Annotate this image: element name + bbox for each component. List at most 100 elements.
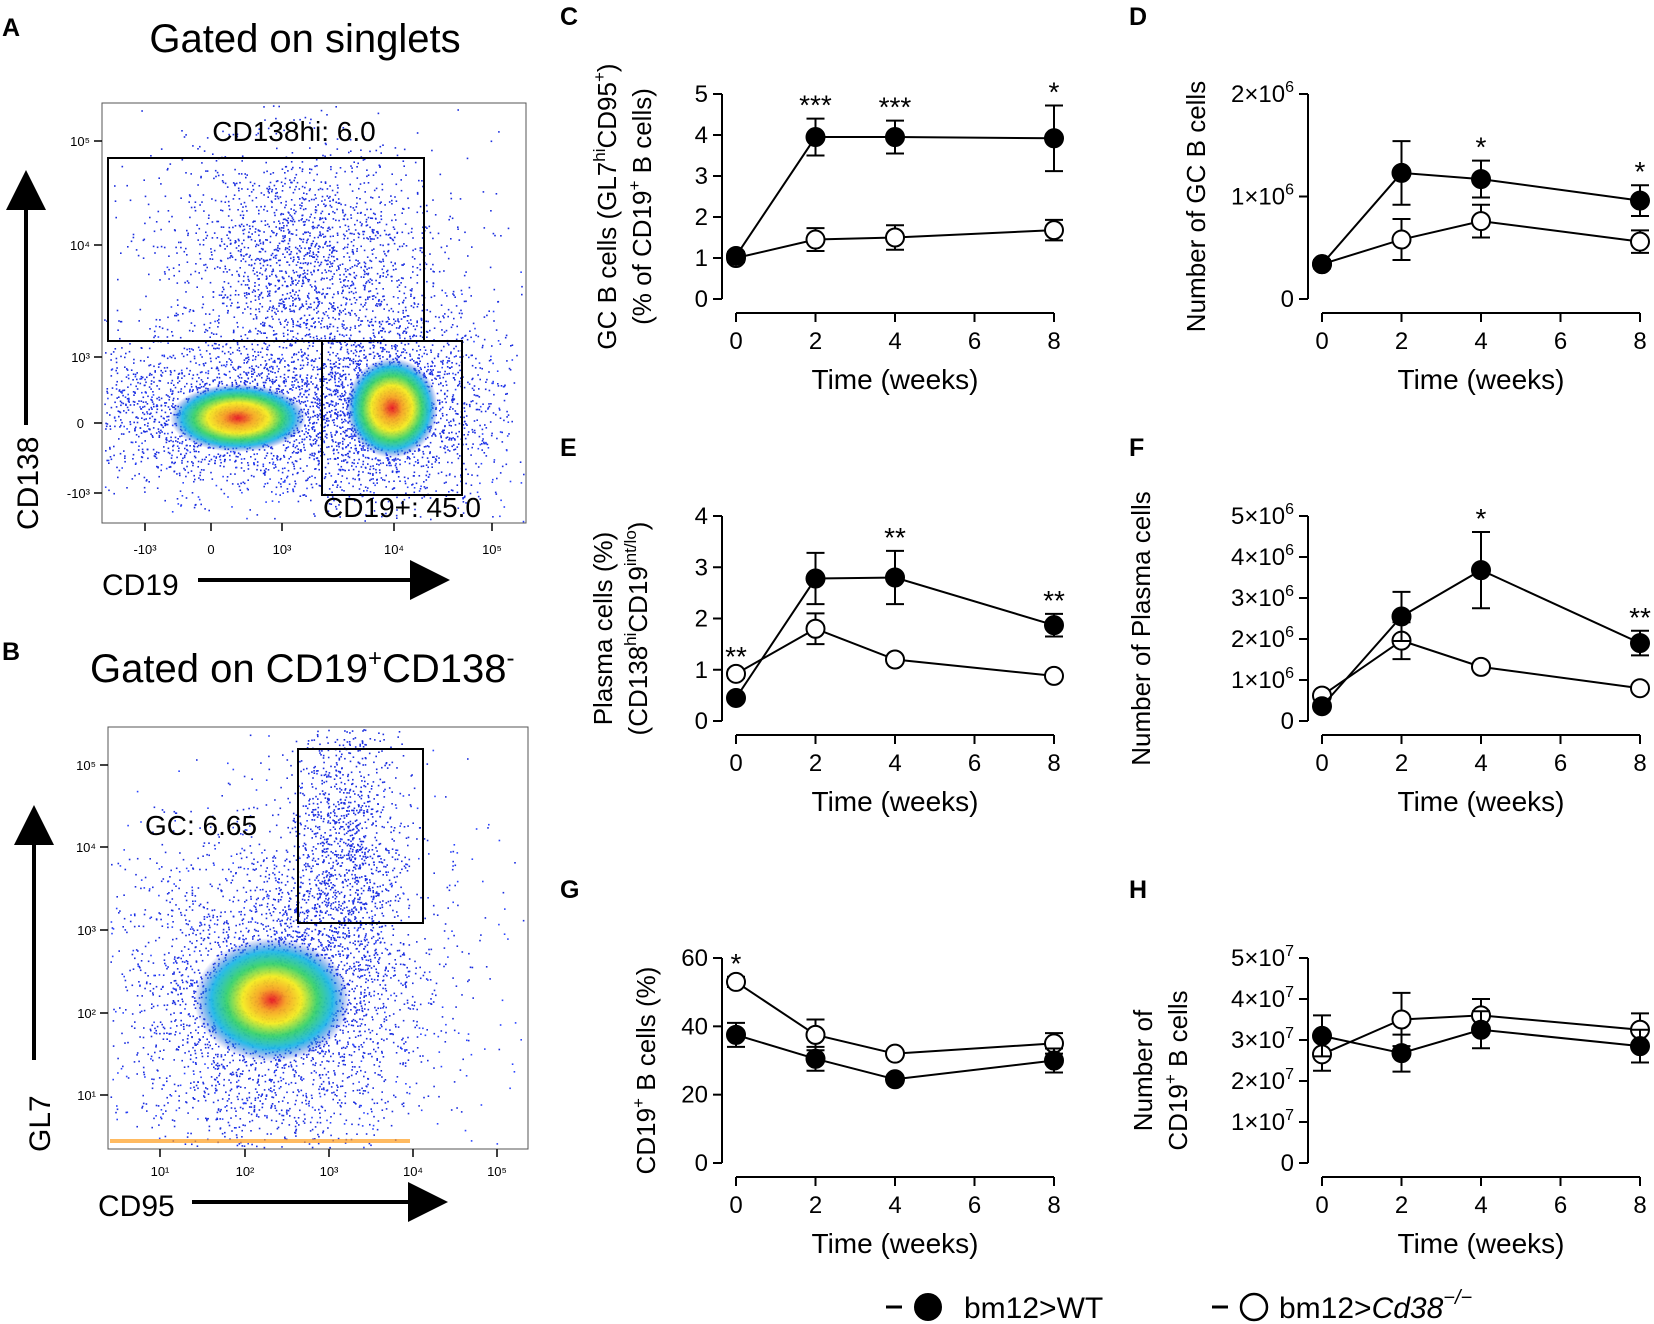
flow-event-dot bbox=[230, 363, 232, 366]
flow-event-dot bbox=[256, 344, 259, 346]
flow-event-dot bbox=[165, 438, 167, 441]
flow-event-dot bbox=[342, 437, 344, 440]
flow-event-dot bbox=[181, 462, 183, 464]
flow-event-dot bbox=[302, 262, 305, 265]
flow-event-dot bbox=[151, 401, 154, 403]
flow-event-dot bbox=[341, 453, 343, 456]
flow-event-dot bbox=[237, 483, 239, 485]
flow-event-dot bbox=[350, 214, 352, 216]
flow-event-dot bbox=[362, 460, 365, 463]
flow-event-dot bbox=[350, 303, 353, 305]
flow-event-dot bbox=[115, 216, 117, 219]
flow-event-dot bbox=[218, 456, 221, 458]
flow-event-dot bbox=[364, 302, 367, 304]
flow-event-dot bbox=[261, 372, 263, 374]
flow-event-dot bbox=[337, 391, 339, 394]
flow-event-dot bbox=[241, 242, 243, 245]
flow-event-dot bbox=[279, 321, 281, 324]
flow-event-dot bbox=[298, 258, 300, 260]
flow-event-dot bbox=[143, 413, 146, 416]
flow-event-dot bbox=[315, 483, 318, 485]
flow-event-dot bbox=[329, 323, 332, 326]
flow-event-dot bbox=[443, 373, 446, 376]
flow-event-dot bbox=[331, 251, 334, 253]
flow-event-dot bbox=[291, 217, 294, 219]
flow-event-dot bbox=[271, 230, 273, 232]
flow-event-dot bbox=[299, 298, 301, 300]
flow-event-dot bbox=[116, 380, 118, 383]
flow-event-dot bbox=[458, 312, 461, 315]
flow-event-dot bbox=[299, 326, 302, 328]
flow-event-dot bbox=[391, 470, 394, 472]
flow-event-dot bbox=[166, 423, 169, 426]
flow-event-dot bbox=[196, 373, 199, 376]
flow-event-dot bbox=[126, 369, 129, 371]
flow-event-dot bbox=[324, 414, 327, 416]
flow-event-dot bbox=[324, 407, 326, 409]
flow-event-dot bbox=[214, 462, 216, 464]
flow-event-dot bbox=[454, 410, 457, 412]
flow-event-dot bbox=[322, 312, 325, 314]
flow-event-dot bbox=[298, 308, 301, 311]
flow-event-dot bbox=[134, 373, 137, 376]
flow-event-dot bbox=[231, 302, 233, 304]
flow-event-dot bbox=[314, 285, 316, 287]
flow-event-dot bbox=[441, 361, 444, 364]
flow-event-dot bbox=[212, 296, 215, 298]
flow-event-dot bbox=[128, 350, 131, 353]
flow-event-dot bbox=[254, 379, 256, 381]
flow-event-dot bbox=[429, 231, 432, 234]
flow-event-dot bbox=[419, 205, 422, 208]
flow-event-dot bbox=[151, 399, 153, 402]
flow-event-dot bbox=[334, 194, 337, 196]
flow-event-dot bbox=[327, 227, 329, 230]
flow-event-dot bbox=[251, 380, 254, 383]
flow-event-dot bbox=[356, 250, 358, 252]
flow-event-dot bbox=[190, 386, 193, 388]
flow-event-dot bbox=[150, 406, 153, 409]
flow-event-dot bbox=[285, 318, 287, 321]
flow-event-dot bbox=[275, 248, 277, 251]
flow-event-dot bbox=[317, 269, 320, 271]
flow-event-dot bbox=[178, 472, 181, 475]
flow-event-dot bbox=[234, 294, 237, 296]
flow-event-dot bbox=[329, 200, 331, 202]
flow-event-dot bbox=[440, 435, 442, 437]
flow-event-dot bbox=[199, 258, 202, 260]
flow-event-dot bbox=[116, 397, 118, 399]
flow-event-dot bbox=[289, 253, 292, 255]
flow-event-dot bbox=[302, 354, 305, 357]
flow-event-dot bbox=[188, 391, 191, 393]
flow-event-dot bbox=[297, 471, 299, 474]
flow-event-dot bbox=[128, 401, 130, 403]
flow-event-dot bbox=[186, 354, 189, 356]
flow-event-dot bbox=[266, 277, 268, 279]
flow-event-dot bbox=[349, 298, 351, 301]
flow-event-dot bbox=[315, 422, 318, 424]
flow-event-dot bbox=[271, 188, 274, 191]
flow-event-dot bbox=[356, 197, 358, 199]
flow-event-dot bbox=[353, 271, 355, 274]
flow-event-dot bbox=[265, 379, 268, 381]
flow-event-dot bbox=[427, 369, 429, 371]
flow-event-dot bbox=[345, 297, 347, 299]
flow-event-dot bbox=[139, 382, 142, 385]
flow-event-dot bbox=[219, 267, 221, 269]
flow-event-dot bbox=[342, 320, 345, 322]
flow-event-dot bbox=[284, 218, 286, 220]
flow-event-dot bbox=[299, 204, 301, 206]
flow-event-dot bbox=[259, 239, 261, 241]
flow-event-dot bbox=[188, 201, 190, 203]
flow-event-dot bbox=[324, 142, 327, 145]
flow-event-dot bbox=[410, 293, 412, 296]
flow-event-dot bbox=[222, 271, 225, 273]
flow-event-dot bbox=[360, 342, 362, 345]
flow-event-dot bbox=[274, 380, 276, 382]
flow-event-dot bbox=[345, 230, 348, 232]
flow-event-dot bbox=[255, 197, 258, 199]
flow-event-dot bbox=[379, 330, 382, 332]
flow-event-dot bbox=[364, 298, 367, 301]
flow-event-dot bbox=[413, 302, 416, 304]
flow-event-dot bbox=[221, 302, 224, 305]
flow-event-dot bbox=[161, 327, 164, 330]
